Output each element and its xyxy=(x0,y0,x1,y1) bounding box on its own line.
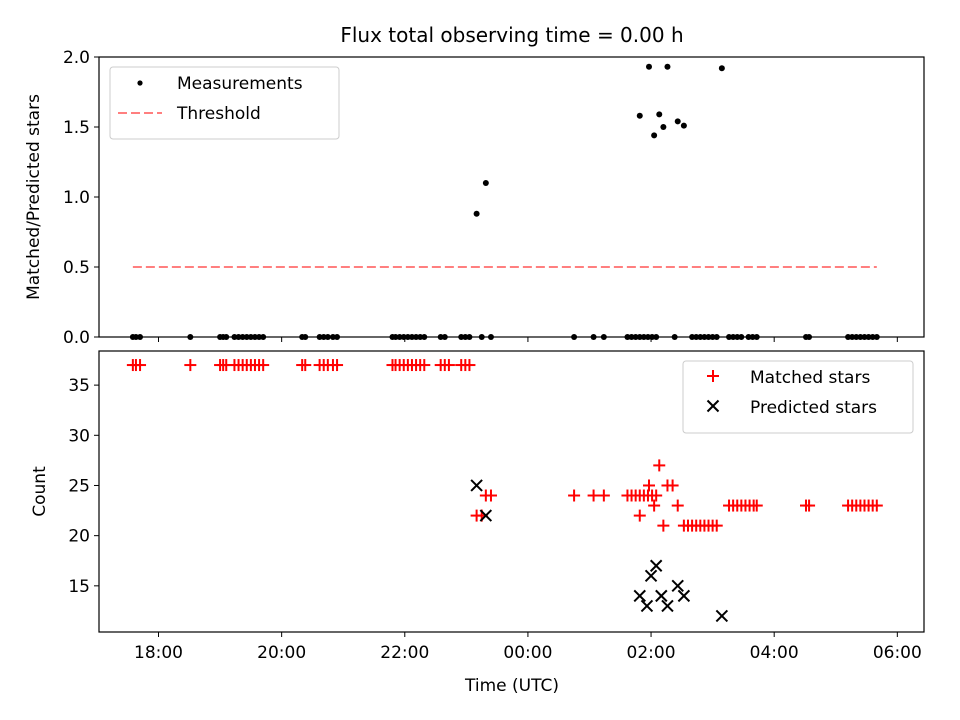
x-tick-label: 20:00 xyxy=(257,643,306,663)
x-tick-label: 06:00 xyxy=(873,643,922,663)
x-tick-label: 04:00 xyxy=(750,643,799,663)
matched-star-marker xyxy=(597,489,610,502)
matched-star-marker xyxy=(484,489,497,502)
predicted-star-marker xyxy=(633,589,646,603)
y-axis-label: Count xyxy=(30,466,50,517)
matched-star-marker xyxy=(257,359,270,372)
matched-star-marker xyxy=(653,459,666,472)
predicted-star-marker xyxy=(715,609,729,623)
y-tick-label: 1.5 xyxy=(63,118,90,138)
predicted-star-marker xyxy=(661,599,674,613)
matched-star-marker xyxy=(710,519,723,532)
matched-star-marker xyxy=(587,489,600,502)
predicted-star-marker xyxy=(677,589,691,603)
measurement-point xyxy=(680,122,687,129)
measurement-point xyxy=(482,180,489,186)
legend: Matched stars Predicted stars xyxy=(682,360,914,434)
y-tick-label: 2.0 xyxy=(63,48,90,68)
predicted-star-marker xyxy=(671,579,684,593)
measurement-point xyxy=(664,63,671,70)
matched-star-marker xyxy=(671,499,684,512)
legend-handle-measurements xyxy=(137,80,143,86)
measurement-point xyxy=(473,210,480,217)
y-tick-label: 0.5 xyxy=(63,258,90,278)
matched-star-marker xyxy=(299,359,312,372)
axes-frame xyxy=(98,350,925,633)
y-tick-label: 25 xyxy=(68,476,90,496)
legend-label: Threshold xyxy=(176,104,261,124)
matched-star-marker xyxy=(666,479,679,492)
predicted-star-marker xyxy=(640,599,654,613)
matched-star-marker xyxy=(657,519,670,532)
legend-handle-matched xyxy=(707,370,719,382)
predicted-star-marker xyxy=(649,559,663,572)
y-tick-label: 1.0 xyxy=(63,188,90,208)
matched-star-marker xyxy=(463,359,476,372)
legend-box xyxy=(682,360,914,434)
legend-label: Matched stars xyxy=(750,368,870,388)
matched-star-marker xyxy=(648,499,661,512)
matched-star-marker xyxy=(750,499,763,512)
measurement-point xyxy=(656,111,663,118)
axes-frame xyxy=(98,56,925,338)
predicted-star-marker xyxy=(644,569,658,583)
matched-star-marker xyxy=(633,509,646,522)
y-tick-label: 20 xyxy=(68,527,90,547)
y-tick-label: 30 xyxy=(68,426,90,446)
legend-handle-predicted xyxy=(706,399,720,413)
measurement-point xyxy=(651,132,658,139)
legend-label: Measurements xyxy=(177,74,303,94)
x-axis-label: Time (UTC) xyxy=(464,676,559,696)
measurement-point xyxy=(674,118,681,125)
matched-star-marker xyxy=(568,489,581,502)
y-tick-label: 15 xyxy=(68,577,90,597)
predicted-star-marker xyxy=(470,479,483,492)
predicted-star-marker xyxy=(655,589,668,603)
matched-star-marker xyxy=(134,359,147,372)
matched-star-marker xyxy=(184,359,197,372)
y-axis-label: Matched/Predicted stars xyxy=(24,94,44,300)
x-tick-label: 00:00 xyxy=(503,643,552,663)
measurement-point xyxy=(718,65,725,72)
measurement-point xyxy=(636,112,643,119)
matched-star-marker xyxy=(331,359,344,372)
x-tick-label: 02:00 xyxy=(627,643,676,663)
x-tick-label: 22:00 xyxy=(380,643,429,663)
legend-box xyxy=(109,66,340,140)
predicted-star-marker xyxy=(479,509,493,522)
measurement-point xyxy=(646,63,652,70)
legend: Measurements Threshold xyxy=(109,66,340,140)
y-tick-label: 35 xyxy=(68,376,90,396)
matched-star-marker xyxy=(442,359,455,372)
matched-star-marker xyxy=(803,499,816,512)
y-tick-label: 0.0 xyxy=(63,328,90,348)
x-tick-label: 18:00 xyxy=(134,643,183,663)
matched-star-marker xyxy=(418,359,431,372)
chart-title: Flux total observing time = 0.00 h xyxy=(340,23,683,47)
matched-star-marker xyxy=(870,499,883,512)
matched-star-marker xyxy=(643,479,655,492)
legend-label: Predicted stars xyxy=(750,398,877,418)
matched-star-marker xyxy=(650,489,663,502)
measurement-point xyxy=(660,124,667,130)
top-panel: 0.0 0.5 1.0 1.5 2.0 Matched/Predicted stars Me… xyxy=(24,48,925,348)
bottom-panel: 15 20 25 30 35 18:00 20:00 22:00 00:00 02:00 04:00… xyxy=(30,350,925,663)
